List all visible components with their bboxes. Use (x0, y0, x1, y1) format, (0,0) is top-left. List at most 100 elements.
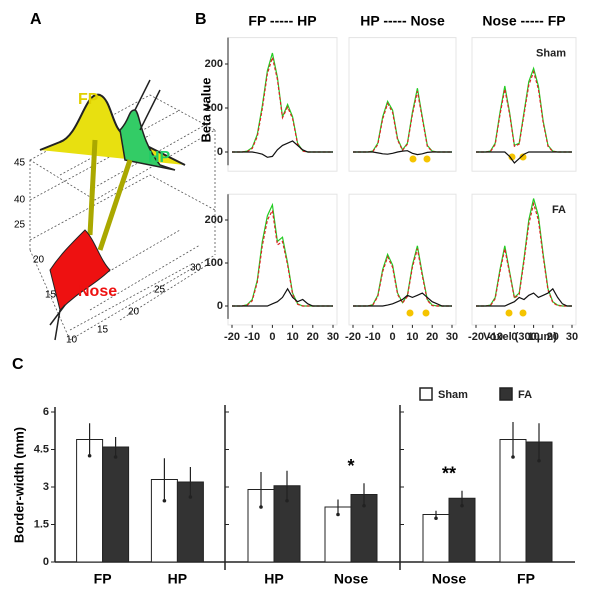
y-tick-label: 200 (205, 58, 223, 70)
error-cap (113, 455, 118, 459)
significance: * (347, 456, 354, 476)
y-tick-label: 100 (205, 102, 223, 114)
y-tick-label: 200 (205, 214, 223, 226)
x-tick-label: -20 (468, 331, 484, 343)
x-tick-label: 30 (327, 331, 339, 343)
x-tick-label: 10 (286, 331, 298, 343)
panel-a-shapes (39, 79, 186, 341)
error-cap (537, 458, 541, 463)
x-axis-label: Voxel (300μm) (483, 331, 557, 343)
series-line (353, 88, 452, 153)
x-tick-label: 30 (566, 331, 578, 343)
panel-letter: C (12, 356, 24, 373)
column-title: HP ----- Nose (360, 13, 445, 29)
legend-swatch (419, 387, 433, 401)
x-tick-label: FP (517, 571, 535, 587)
plot-frame (471, 37, 577, 172)
bar (76, 439, 104, 563)
x-tick-label: -10 (244, 331, 260, 343)
series-line (353, 91, 452, 153)
plot-frame (348, 37, 457, 172)
legend-label: Sham (438, 389, 468, 401)
series-line (232, 55, 333, 153)
y-tick-label: 0 (43, 556, 49, 568)
column-title: FP ----- HP (248, 13, 316, 29)
series-line (232, 52, 333, 153)
axis-label: 20 (128, 307, 140, 318)
y-axis-label: Border-width (mm) (11, 427, 26, 543)
x-tick-label: -10 (487, 331, 503, 343)
series-line (353, 248, 452, 307)
error-cap (362, 503, 366, 508)
panel-a-axis-labels: 45 40 25 20 15 10 15 20 25 30 (14, 158, 202, 346)
legend-label: FA (518, 389, 532, 401)
y-axis-label: Beta value (198, 77, 213, 142)
column-title: Nose ----- FP (482, 13, 565, 29)
x-tick-label: FP (94, 571, 112, 587)
condition-label: FA (552, 204, 566, 216)
series-line (353, 292, 452, 307)
bar (102, 446, 130, 563)
y-tick-label: 100 (205, 257, 223, 269)
series-line (353, 245, 452, 307)
y-tick-label: 0 (217, 300, 223, 312)
x-tick-label: 10 (527, 331, 539, 343)
legend-swatch (499, 387, 513, 401)
x-tick-label: -20 (224, 331, 240, 343)
axis-label: 30 (190, 263, 202, 274)
axis-label: 15 (97, 325, 109, 336)
axis-label: 25 (14, 220, 26, 231)
series-line (232, 140, 333, 158)
axis-label: 10 (66, 335, 78, 346)
y-tick-label: 0 (217, 146, 223, 158)
series-line (353, 150, 452, 156)
error-cap (460, 503, 464, 508)
label-hp: HP (148, 149, 171, 166)
x-tick-label: 20 (547, 331, 559, 343)
error-cap (162, 498, 167, 503)
bar (422, 514, 450, 563)
x-tick-label: 20 (307, 331, 319, 343)
y-tick-label: 4.5 (34, 443, 49, 455)
position-markers (406, 153, 527, 317)
axis-label: 25 (154, 285, 166, 296)
x-tick-label: -20 (345, 331, 361, 343)
condition-label: Sham (536, 48, 566, 60)
x-tick-label: 0 (269, 331, 275, 343)
x-tick-label: 0 (390, 331, 396, 343)
axis-label: 20 (33, 255, 45, 266)
x-tick-label: -10 (365, 331, 381, 343)
series-line (232, 202, 333, 307)
bar (499, 439, 527, 563)
series-line (232, 208, 333, 307)
label-fp: FP (78, 91, 99, 108)
error-cap (336, 512, 340, 517)
bar (448, 497, 476, 563)
error-cap (87, 453, 92, 458)
x-tick-label: Nose (432, 571, 466, 587)
series-line (476, 66, 572, 153)
x-tick-label: HP (264, 571, 283, 587)
panel-letter: B (195, 11, 207, 28)
y-tick-label: 6 (43, 406, 49, 418)
axis-label: 40 (14, 195, 26, 206)
x-tick-label: 30 (446, 331, 458, 343)
significance: ** (442, 464, 456, 484)
series-line (476, 201, 572, 307)
x-tick-label: 10 (406, 331, 418, 343)
axis-label: 15 (45, 290, 57, 301)
plot-frame (348, 193, 457, 326)
series-line (476, 69, 572, 153)
label-nose: Nose (78, 283, 117, 300)
x-tick-label: Nose (334, 571, 368, 587)
series-line (476, 287, 572, 307)
error-cap (511, 455, 515, 459)
series-line (476, 151, 572, 164)
series-line (232, 287, 333, 307)
x-tick-label: 0 (511, 331, 517, 343)
x-tick-label: HP (168, 571, 187, 587)
error-cap (434, 516, 438, 521)
x-tick-label: 20 (426, 331, 438, 343)
error-cap (259, 505, 263, 509)
